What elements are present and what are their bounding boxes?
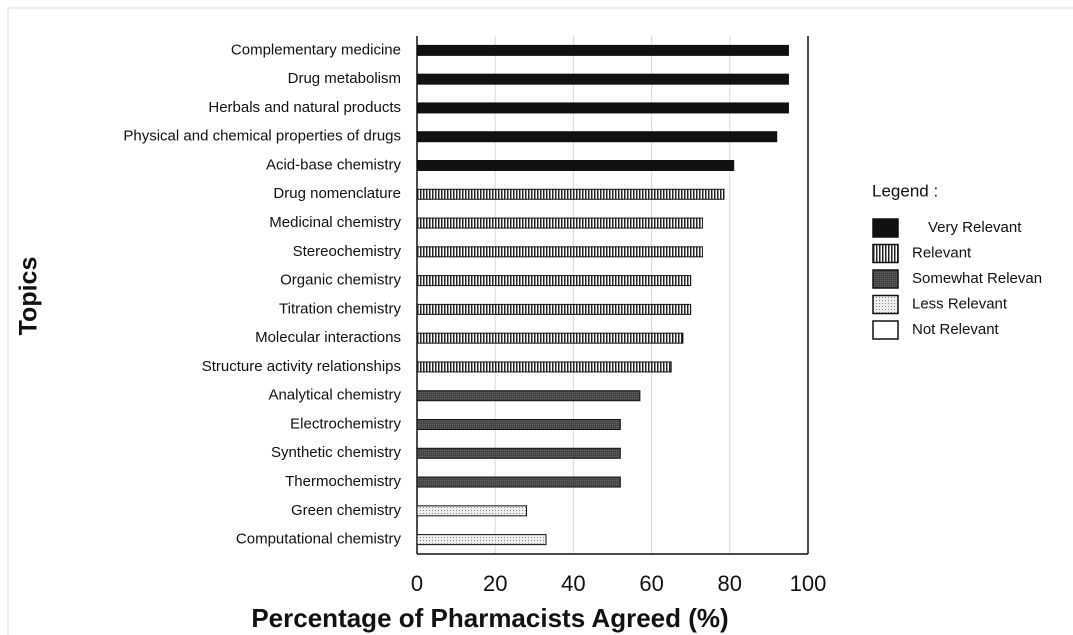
legend-label: Very Relevant	[928, 219, 1022, 236]
y-tick-label: Organic chemistry	[280, 272, 401, 289]
y-tick-label: Molecular interactions	[255, 329, 401, 346]
y-tick-label: Drug nomenclature	[273, 185, 401, 202]
y-tick-label: Electrochemistry	[290, 415, 401, 432]
bar	[416, 160, 735, 171]
x-tick-label: 100	[790, 571, 827, 596]
y-tick-label: Thermochemistry	[285, 473, 401, 490]
bar	[416, 332, 684, 344]
legend-swatch	[872, 320, 899, 340]
bar	[416, 419, 621, 430]
bar	[416, 246, 703, 258]
legend-label: Somewhat Relevan	[912, 270, 1042, 287]
y-tick-label: Medicinal chemistry	[269, 214, 401, 231]
y-tick-label: Titration chemistry	[279, 300, 401, 317]
x-axis-title: Percentage of Pharmacists Agreed (%)	[251, 603, 728, 633]
y-tick-label: Synthetic chemistry	[271, 444, 402, 461]
legend-title: Legend :	[872, 181, 938, 200]
y-axis-title: Topics	[15, 257, 43, 336]
legend-label: Relevant	[912, 244, 972, 261]
bar	[416, 361, 672, 373]
bar	[416, 131, 778, 143]
y-tick-label: Stereochemistry	[293, 243, 402, 260]
x-tick-label: 20	[483, 571, 507, 596]
y-tick-label: Acid-base chemistry	[266, 156, 402, 173]
legend-label: Not Relevant	[912, 321, 1000, 338]
bar	[416, 447, 621, 459]
legend-label: Less Relevant	[912, 295, 1008, 312]
y-tick-label: Computational chemistry	[236, 531, 402, 548]
bar	[416, 505, 527, 517]
bar	[416, 44, 789, 56]
y-tick-label: Green chemistry	[291, 502, 402, 519]
y-tick-label: Analytical chemistry	[268, 387, 401, 404]
bar	[416, 534, 547, 546]
legend-swatch	[872, 243, 899, 264]
y-tick-label: Structure activity relationships	[202, 358, 401, 375]
bar	[416, 476, 621, 488]
legend-swatch	[872, 269, 899, 289]
bar	[416, 217, 703, 229]
bar	[416, 102, 789, 114]
bar	[416, 275, 692, 287]
bar	[416, 303, 692, 315]
bar	[416, 390, 641, 402]
y-tick-label: Drug metabolism	[288, 70, 401, 87]
x-tick-label: 60	[639, 571, 663, 596]
y-tick-label: Herbals and natural products	[208, 99, 401, 116]
legend-swatch	[872, 294, 899, 315]
frame	[7, 7, 1073, 635]
bar	[416, 188, 725, 200]
x-tick-label: 0	[411, 571, 423, 596]
x-tick-label: 80	[718, 571, 742, 596]
y-tick-label: Complementary medicine	[231, 41, 401, 58]
y-tick-label: Physical and chemical properties of drug…	[123, 128, 401, 145]
x-tick-label: 40	[561, 571, 585, 596]
bar	[416, 73, 789, 85]
legend-swatch	[872, 218, 899, 238]
